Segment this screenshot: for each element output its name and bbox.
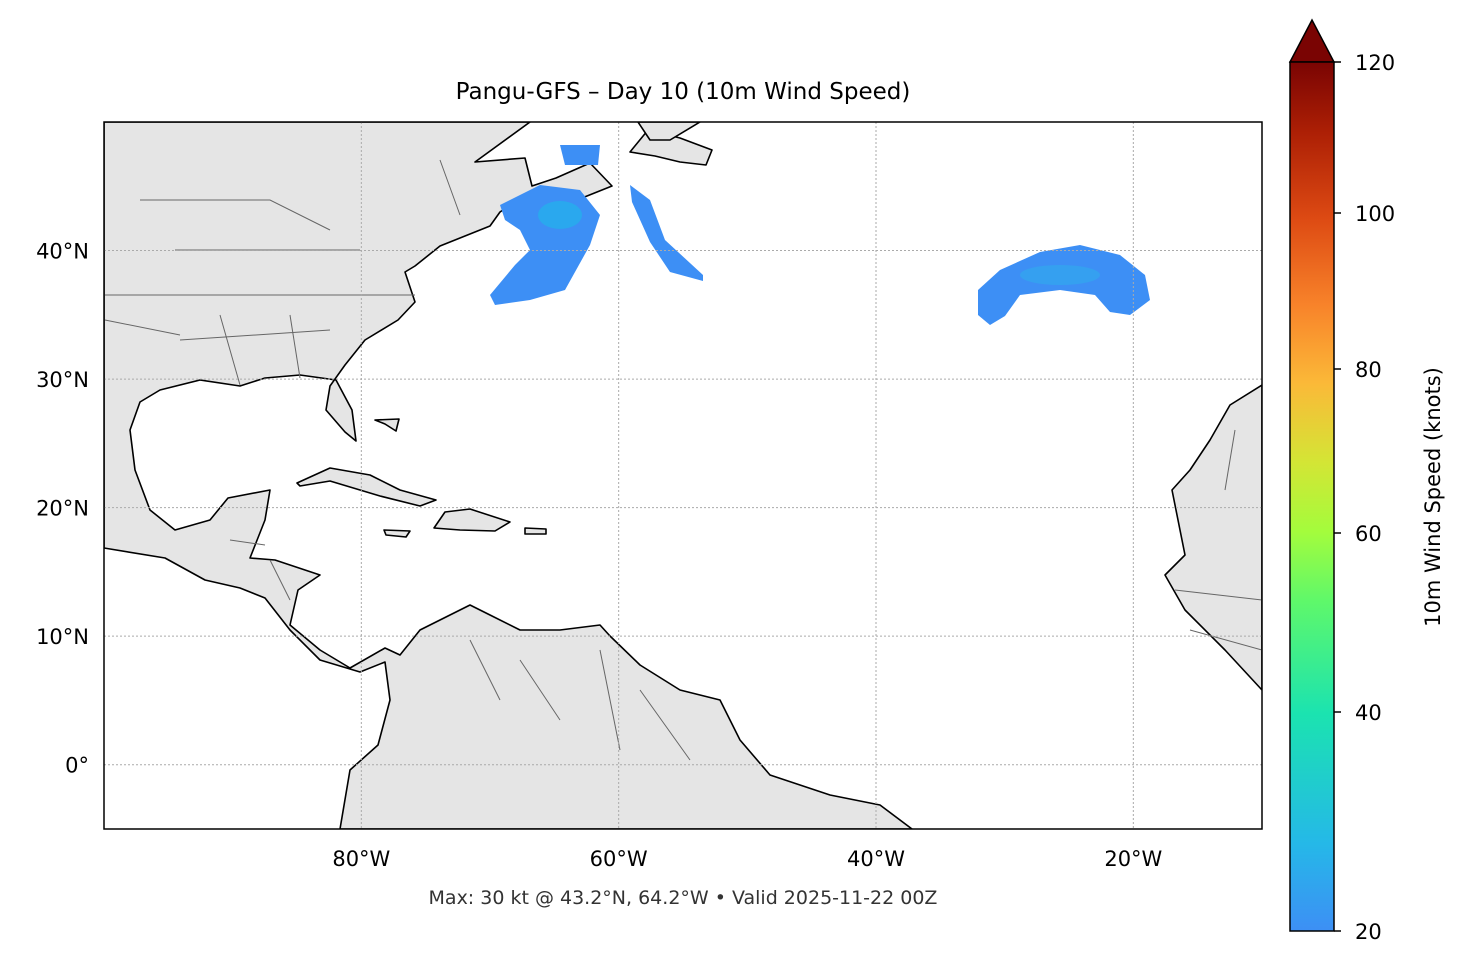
- colorbar-tick-label: 100: [1355, 202, 1395, 226]
- y-tick-label: 40°N: [36, 240, 89, 264]
- land: [104, 122, 1262, 829]
- wind-shading: [490, 145, 1150, 325]
- colorbar: 20 40 60 80 100 120 10m Wind Speed (knots): [1288, 18, 1445, 944]
- land-cuba: [296, 467, 437, 507]
- colorbar-tick-label: 80: [1355, 358, 1382, 382]
- y-tick-label: 20°N: [36, 497, 89, 521]
- colorbar-tick-label: 20: [1355, 920, 1382, 944]
- colorbar-extend-max: [1288, 18, 1336, 63]
- wind-area-east-atlantic: [978, 245, 1150, 325]
- gridlines: [104, 122, 1262, 829]
- borders: [104, 159, 1262, 761]
- map-area: [104, 122, 1262, 829]
- land-africa: [1164, 384, 1262, 691]
- border-lines: [104, 159, 1262, 761]
- chart-title: Pangu-GFS – Day 10 (10m Wind Speed): [456, 79, 911, 105]
- wind-max-core: [538, 201, 582, 229]
- y-tick-label: 10°N: [36, 625, 89, 649]
- x-tick-label: 60°W: [590, 847, 648, 871]
- land-puerto-rico: [524, 527, 547, 535]
- land-bahamas: [374, 418, 400, 432]
- land-jamaica: [383, 529, 411, 538]
- wind-area-streak: [630, 185, 703, 281]
- x-tick-label: 20°W: [1104, 847, 1162, 871]
- wind-core-east: [1020, 265, 1100, 285]
- colorbar-bar: [1289, 61, 1335, 932]
- land-hispaniola: [433, 508, 511, 532]
- colorbar-label: 10m Wind Speed (knots): [1421, 367, 1445, 627]
- x-tick-label: 40°W: [847, 847, 905, 871]
- x-tick-label: 80°W: [332, 847, 390, 871]
- y-tick-label: 30°N: [36, 368, 89, 392]
- wind-area-gulf-stlawrence: [560, 145, 600, 165]
- wind-area-nw-atlantic: [490, 185, 600, 305]
- land-labrador: [637, 122, 701, 141]
- land-americas: [104, 122, 913, 829]
- axis-ticks: 80°W 60°W 40°W 20°W 40°N 30°N 20°N 10°N 0°: [36, 240, 1162, 871]
- map-frame: [103, 121, 1263, 830]
- colorbar-tick-label: 40: [1355, 701, 1382, 725]
- footer-text: Max: 30 kt @ 43.2°N, 64.2°W • Valid 2025…: [429, 887, 938, 909]
- y-tick-label: 0°: [65, 754, 89, 778]
- colorbar-tick-label: 120: [1355, 51, 1395, 75]
- colorbar-tick-label: 60: [1355, 522, 1382, 546]
